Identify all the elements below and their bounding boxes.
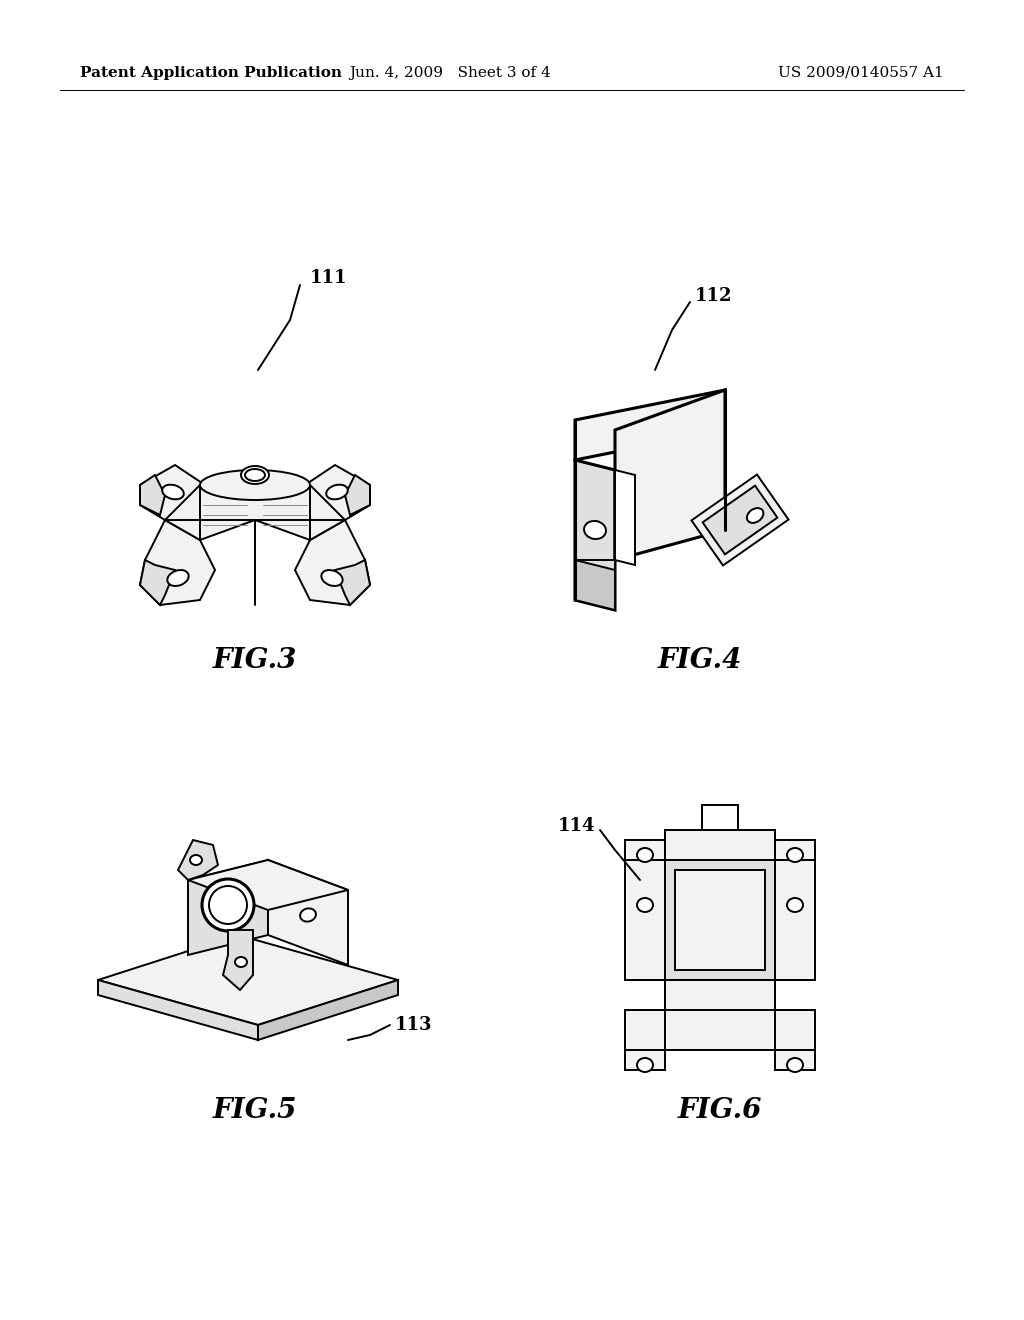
Text: Jun. 4, 2009   Sheet 3 of 4: Jun. 4, 2009 Sheet 3 of 4	[349, 66, 551, 81]
Polygon shape	[188, 861, 268, 954]
Ellipse shape	[162, 484, 183, 499]
Polygon shape	[140, 465, 205, 520]
Text: 113: 113	[395, 1016, 432, 1034]
Ellipse shape	[300, 908, 316, 921]
Polygon shape	[268, 861, 348, 965]
Ellipse shape	[202, 879, 254, 931]
Polygon shape	[165, 484, 345, 540]
Polygon shape	[188, 861, 348, 909]
Polygon shape	[140, 560, 175, 605]
Polygon shape	[625, 1049, 665, 1071]
Text: Patent Application Publication: Patent Application Publication	[80, 66, 342, 81]
Polygon shape	[258, 979, 398, 1040]
Text: 114: 114	[557, 817, 595, 836]
Text: FIG.6: FIG.6	[678, 1097, 762, 1123]
Ellipse shape	[167, 570, 188, 586]
Polygon shape	[775, 1049, 815, 1071]
Ellipse shape	[746, 508, 764, 523]
Ellipse shape	[241, 466, 269, 484]
Ellipse shape	[245, 469, 265, 480]
Polygon shape	[575, 560, 615, 610]
Polygon shape	[675, 870, 765, 970]
Polygon shape	[702, 486, 777, 554]
Ellipse shape	[209, 886, 247, 924]
Ellipse shape	[200, 470, 310, 500]
Ellipse shape	[322, 570, 343, 586]
Polygon shape	[775, 840, 815, 861]
Ellipse shape	[584, 521, 606, 539]
Ellipse shape	[787, 898, 803, 912]
Polygon shape	[615, 389, 725, 560]
Text: FIG.3: FIG.3	[213, 647, 297, 673]
Polygon shape	[575, 459, 615, 610]
Text: FIG.5: FIG.5	[213, 1097, 297, 1123]
Polygon shape	[702, 805, 738, 830]
Ellipse shape	[234, 957, 247, 968]
Polygon shape	[575, 389, 725, 459]
Polygon shape	[305, 465, 370, 520]
Polygon shape	[665, 861, 775, 979]
Polygon shape	[223, 931, 253, 990]
Polygon shape	[140, 520, 215, 605]
Polygon shape	[575, 560, 615, 610]
Text: FIG.4: FIG.4	[657, 647, 742, 673]
Polygon shape	[140, 475, 165, 515]
Polygon shape	[615, 470, 635, 565]
Polygon shape	[98, 935, 398, 1026]
Text: 111: 111	[310, 269, 347, 286]
Polygon shape	[98, 979, 258, 1040]
Polygon shape	[625, 830, 815, 1049]
Polygon shape	[335, 560, 370, 605]
Ellipse shape	[327, 484, 348, 499]
Ellipse shape	[787, 1059, 803, 1072]
Ellipse shape	[190, 855, 202, 865]
Polygon shape	[295, 520, 370, 605]
Polygon shape	[691, 474, 788, 565]
Polygon shape	[345, 475, 370, 515]
Ellipse shape	[637, 898, 653, 912]
Ellipse shape	[787, 847, 803, 862]
Ellipse shape	[637, 847, 653, 862]
Ellipse shape	[637, 1059, 653, 1072]
Text: US 2009/0140557 A1: US 2009/0140557 A1	[778, 66, 944, 81]
Text: 112: 112	[695, 286, 732, 305]
Polygon shape	[625, 840, 665, 861]
Polygon shape	[178, 840, 218, 880]
